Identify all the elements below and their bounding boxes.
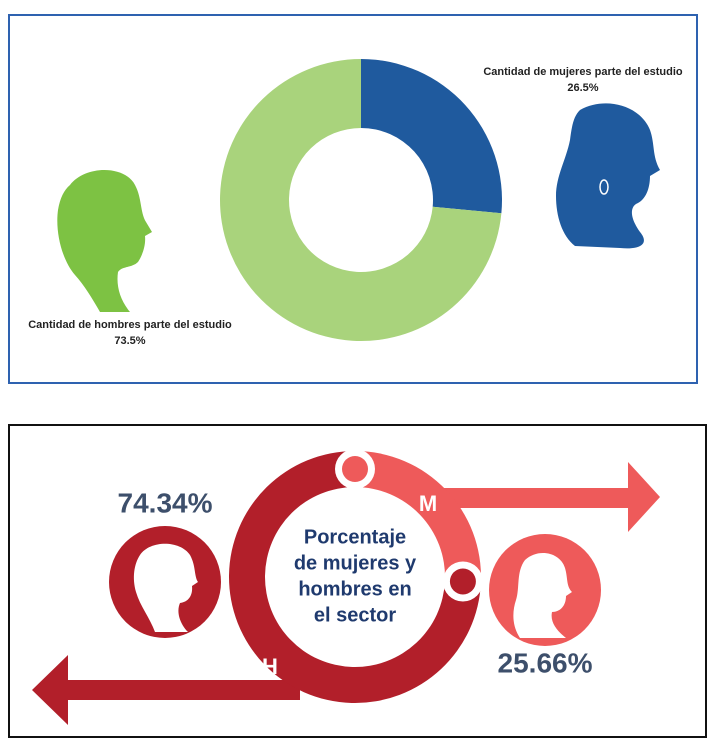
- slice-label: Cantidad de mujeres parte del estudio: [483, 66, 683, 78]
- percent-label: 74.34%: [118, 487, 213, 518]
- segment-letter: H: [262, 654, 278, 679]
- percent-label: 25.66%: [498, 647, 593, 678]
- donut-slice: [361, 59, 502, 214]
- center-text: Porcentaje: [304, 526, 406, 548]
- center-text: hombres en: [298, 578, 411, 600]
- center-text: de mujeres y: [294, 552, 417, 574]
- woman-silhouette: [556, 103, 660, 249]
- slice-value: 73.5%: [114, 335, 145, 347]
- ring-dot-inner: [449, 568, 476, 595]
- donut-slice: [219, 59, 502, 341]
- ring-segment: [355, 451, 481, 583]
- slice-value: 26.5%: [567, 82, 598, 94]
- arrow-right: [440, 462, 660, 532]
- segment-letter: M: [419, 491, 437, 516]
- slice-label: Cantidad de hombres parte del estudio: [28, 319, 232, 331]
- arrow-left: [32, 655, 300, 725]
- center-text: el sector: [314, 604, 396, 626]
- man-head-icon: [133, 543, 198, 632]
- ring-dot-inner: [342, 456, 368, 482]
- woman-head-icon: [513, 553, 572, 638]
- earring: [599, 179, 609, 195]
- man-silhouette: [57, 170, 152, 312]
